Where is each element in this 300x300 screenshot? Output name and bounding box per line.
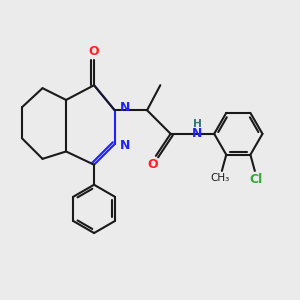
Text: N: N	[192, 127, 202, 140]
Text: CH₃: CH₃	[211, 173, 230, 183]
Text: O: O	[147, 158, 158, 171]
Text: O: O	[89, 45, 99, 58]
Text: N: N	[120, 139, 130, 152]
Text: Cl: Cl	[250, 173, 263, 186]
Text: H: H	[193, 118, 202, 128]
Text: N: N	[120, 101, 130, 114]
